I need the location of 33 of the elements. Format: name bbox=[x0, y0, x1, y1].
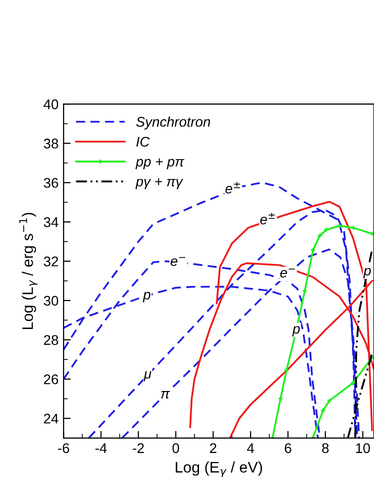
y-tick-label: 36 bbox=[44, 178, 58, 188]
annotation: e$^{−}$ bbox=[170, 257, 186, 266]
x-tick-label: 6 bbox=[284, 443, 292, 454]
annotation: μ bbox=[144, 371, 152, 382]
legend-label: pp + pπ bbox=[135, 158, 184, 170]
y-tick-label: 30 bbox=[44, 296, 58, 306]
x-tick-label: 8 bbox=[322, 443, 329, 454]
x-tick-label: 0 bbox=[172, 443, 180, 454]
x-tick-label: 10 bbox=[356, 443, 370, 454]
x-tick-label: -2 bbox=[132, 443, 144, 453]
x-tick-label: -6 bbox=[58, 443, 70, 454]
y-tick-label: 34 bbox=[44, 217, 58, 228]
annotation: p bbox=[292, 326, 300, 336]
x-tick-label: 4 bbox=[247, 443, 254, 453]
annotation: π bbox=[161, 391, 170, 399]
x-axis-title: Log (E$_{γ}$ / eV) bbox=[176, 461, 262, 478]
y-axis-title: Log (L$_{γ}$ / erg s$^{−1}$) bbox=[19, 212, 38, 329]
annotation: e$^{±}$ bbox=[225, 182, 240, 194]
legend-label: IC bbox=[136, 136, 150, 147]
y-tick-label: 32 bbox=[44, 256, 58, 266]
y-tick-label: 26 bbox=[44, 374, 58, 384]
y-tick-label: 38 bbox=[44, 138, 58, 149]
annotation: e$^{±}$ bbox=[260, 212, 275, 224]
annotation: e$^{−}$ bbox=[280, 268, 295, 278]
y-tick-label: 24 bbox=[44, 414, 58, 424]
x-tick-label: 2 bbox=[210, 443, 216, 453]
y-tick-label: 40 bbox=[44, 99, 58, 110]
legend-label: pγ + πγ bbox=[135, 178, 184, 190]
legend-label: Synchrotron bbox=[136, 116, 210, 130]
annotation: p bbox=[363, 268, 371, 278]
x-tick-label: -4 bbox=[95, 443, 107, 453]
y-tick-label: 28 bbox=[44, 335, 58, 345]
annotation: p bbox=[142, 292, 150, 302]
